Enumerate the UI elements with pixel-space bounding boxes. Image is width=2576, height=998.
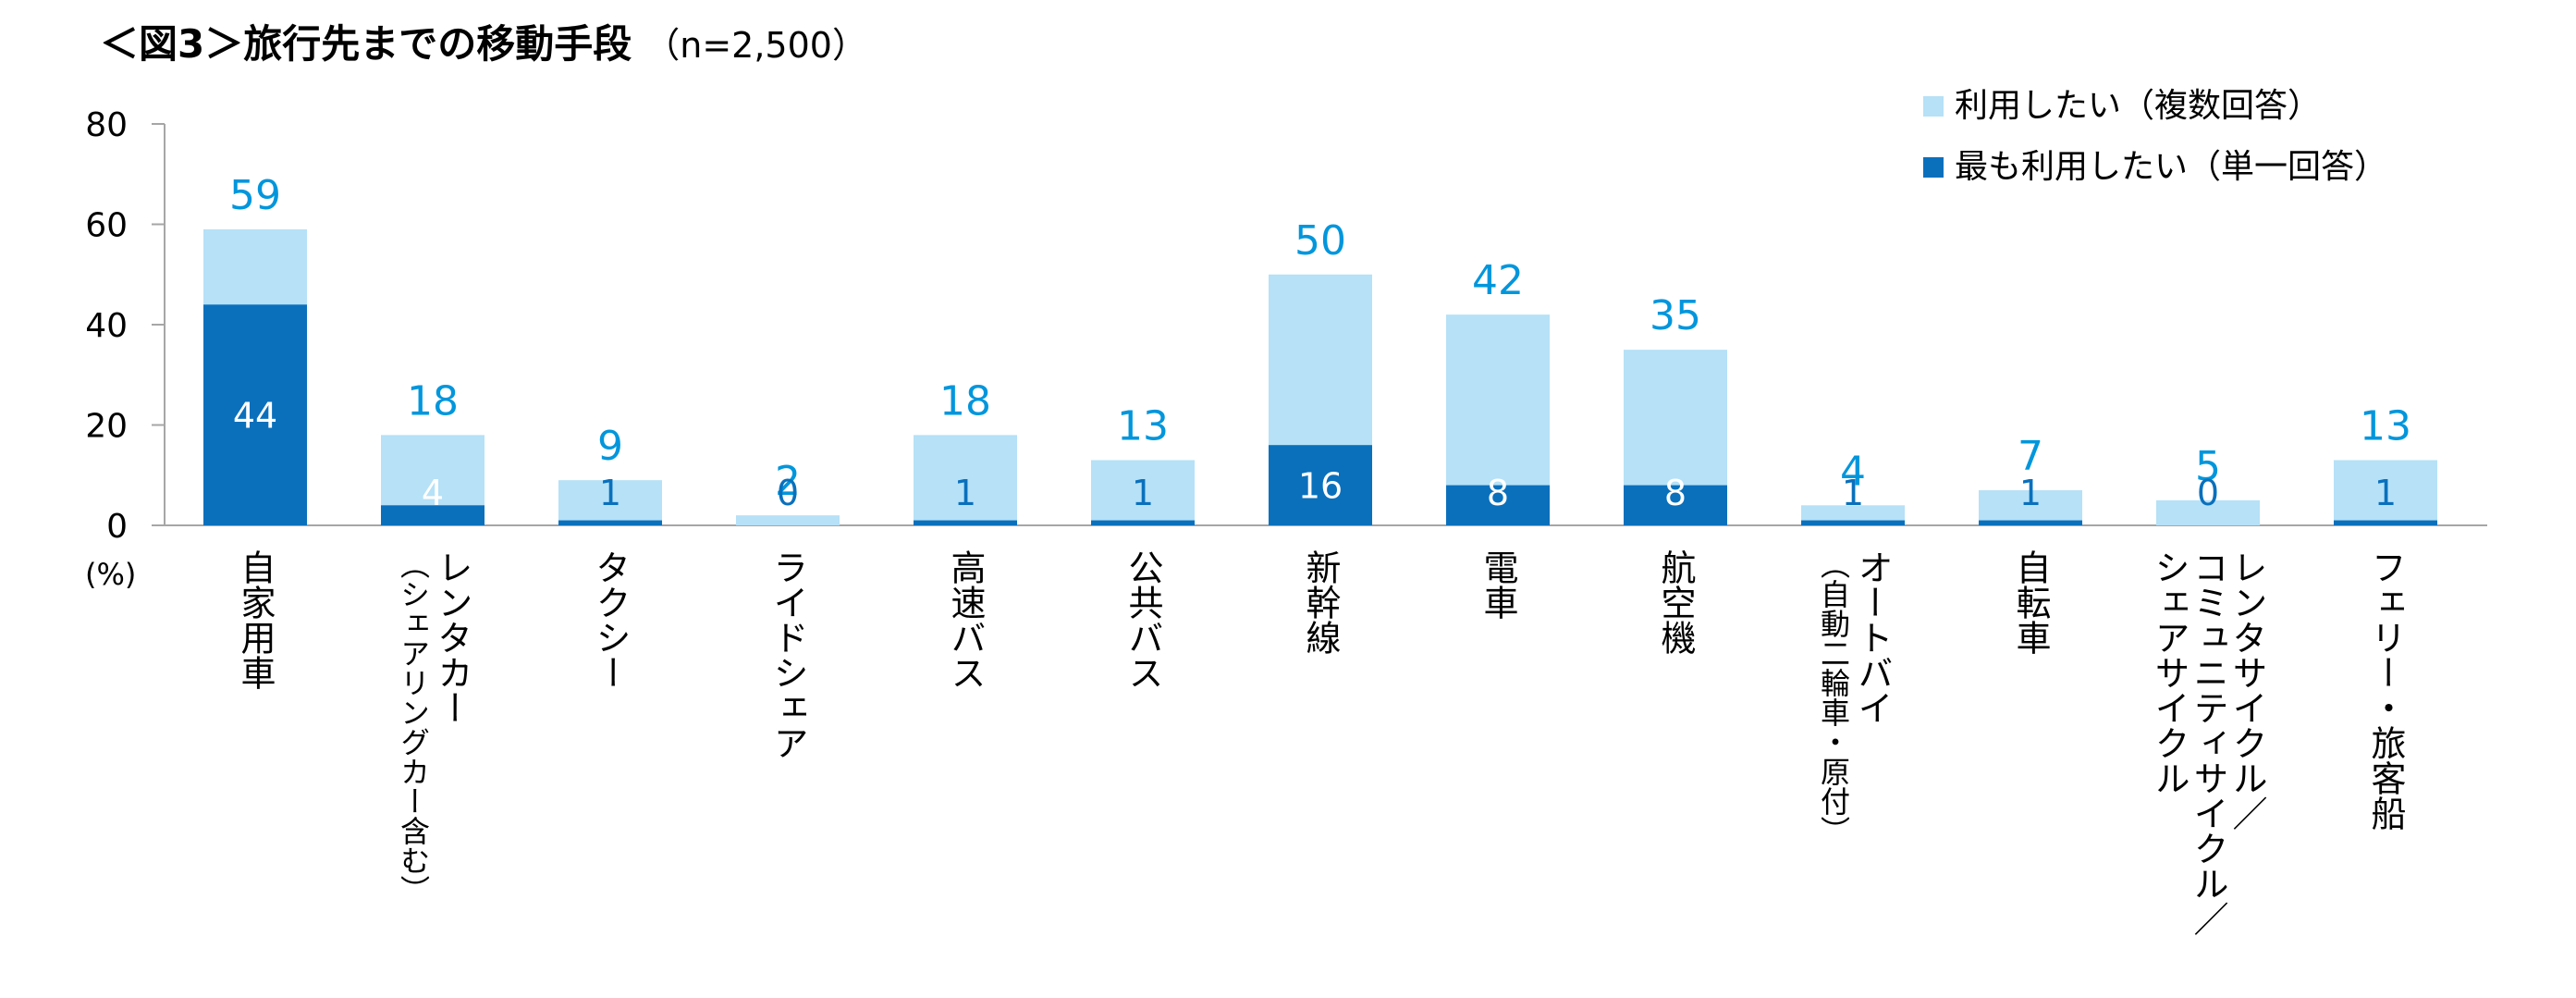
data-label-multi: 59 <box>229 172 281 219</box>
x-category-label: 公共バス <box>1122 549 1163 690</box>
data-label-single: 1 <box>1132 473 1154 513</box>
x-category-label: 高速バス <box>945 549 986 690</box>
data-label-single: 1 <box>599 473 621 513</box>
x-axis-categories: 自家用車 レンタカー（シェアリングカー含む） タクシー ライドシェア 高速バス 公共バス 新… <box>235 549 2406 936</box>
data-label-multi: 4 <box>1840 448 1866 495</box>
bar-multi <box>2334 460 2437 525</box>
data-label-multi: 13 <box>2360 402 2411 450</box>
data-label-single: 0 <box>777 473 799 513</box>
x-category-label: シェアサイクル <box>2149 549 2190 795</box>
bar-single <box>381 505 485 525</box>
data-label-single: 8 <box>1487 473 1509 513</box>
data-label-multi: 35 <box>1650 292 1701 339</box>
data-label-multi: 2 <box>775 458 801 505</box>
y-unit-label: (%) <box>85 557 136 592</box>
bar-single <box>914 520 1017 525</box>
data-label-multi: 18 <box>939 377 991 425</box>
bars <box>203 228 2437 526</box>
x-category-label: （自動二輪車・原付） <box>1816 549 1851 845</box>
bar-multi <box>2156 499 2260 525</box>
data-label-multi: 5 <box>2195 443 2221 490</box>
legend-label-single: 最も利用したい（単一回答） <box>1955 148 2387 186</box>
x-category-label: タクシー <box>590 549 631 690</box>
data-label-single: 8 <box>1664 473 1687 513</box>
x-category-label: レンタカー <box>432 549 472 725</box>
data-label-multi: 13 <box>1117 402 1169 450</box>
data-label-single: 44 <box>233 396 277 437</box>
bar-single <box>1091 520 1195 525</box>
x-category-label: コミュニティサイクル／ <box>2188 549 2228 936</box>
data-label-multi: 9 <box>597 423 623 470</box>
bar-single <box>1446 485 1550 525</box>
x-category-label: 自家用車 <box>235 549 276 690</box>
x-category-label: （シェアリングカー含む） <box>396 549 431 905</box>
legend-swatch-single <box>1923 157 1944 178</box>
bar-single <box>1979 520 2082 525</box>
x-category-label: 電車 <box>1478 549 1518 620</box>
bar-single <box>1801 520 1905 525</box>
data-label-single: 16 <box>1298 466 1343 507</box>
legend-swatch-multi <box>1923 96 1944 117</box>
bar-single <box>558 520 662 525</box>
data-label-single: 0 <box>2197 473 2219 513</box>
data-label-single: 1 <box>954 473 976 513</box>
y-tick-label: 60 <box>85 207 128 245</box>
data-label-single: 1 <box>2019 473 2042 513</box>
data-label-single: 1 <box>2374 473 2397 513</box>
x-category-label: オートバイ <box>1852 549 1893 725</box>
data-label-multi: 7 <box>2018 433 2043 480</box>
bar-multi <box>736 515 840 525</box>
bar-multi <box>1979 490 2082 525</box>
y-tick-label: 80 <box>85 106 128 144</box>
bar-multi <box>1091 460 1195 525</box>
title-text: ＜図3＞旅行先までの移動手段 <box>100 21 632 67</box>
legend: 利用したい（複数回答） 最も利用したい（単一回答） <box>1923 87 2387 186</box>
bar-multi <box>558 480 662 525</box>
data-label-multi: 50 <box>1294 217 1346 265</box>
data-label-single: 4 <box>422 473 444 513</box>
legend-label-multi: 利用したい（複数回答） <box>1955 87 2321 125</box>
bar-single <box>2334 520 2437 525</box>
x-category-label: 新幹線 <box>1300 549 1341 655</box>
data-label-multi: 18 <box>407 377 459 425</box>
x-category-label: フェリー・旅客船 <box>2365 549 2406 831</box>
x-category-label: 自転車 <box>2010 549 2051 655</box>
bar-multi <box>914 435 1017 525</box>
sample-size: （n=2,500） <box>644 25 867 66</box>
x-category-label: ライドシェア <box>767 549 808 760</box>
bar-single <box>1624 485 1727 525</box>
x-category-label: レンタサイクル／ <box>2226 549 2267 831</box>
bar-single <box>203 304 307 525</box>
chart-title: ＜図3＞旅行先までの移動手段 （n=2,500） <box>100 13 867 69</box>
y-tick-label: 20 <box>85 408 128 446</box>
data-label-multi: 42 <box>1472 257 1524 304</box>
data-label-single: 1 <box>1842 473 1864 513</box>
x-category-label: 航空機 <box>1655 549 1696 655</box>
bar-single <box>1269 445 1372 525</box>
y-tick-label: 0 <box>106 508 128 546</box>
y-tick-label: 40 <box>85 307 128 345</box>
